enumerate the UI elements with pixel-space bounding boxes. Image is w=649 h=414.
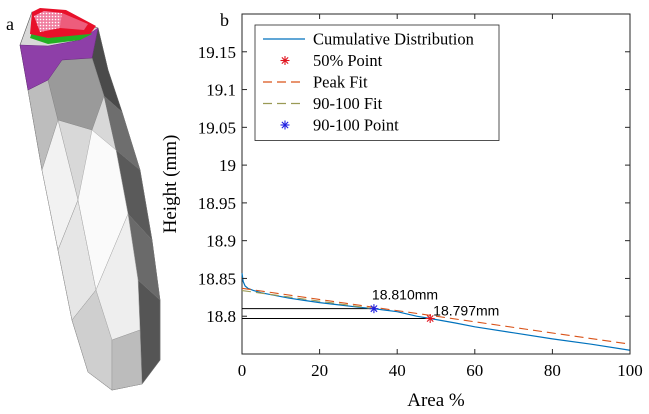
y-tick-label: 18.8 [206, 307, 236, 326]
x-axis: 0 20 40 60 80 100 [238, 14, 643, 380]
x-tick-label: 20 [311, 361, 328, 380]
y-axis-label: Height (mm) [160, 135, 181, 234]
mesh-illustration [19, 8, 161, 391]
y-tick-label: 19 [219, 156, 236, 175]
legend-90-100-fit-label: 90-100 Fit [313, 94, 383, 113]
x-axis-label: Area % [407, 390, 465, 411]
marker-stroke [281, 121, 289, 129]
panel-label-b: b [220, 10, 229, 30]
x-tick-label: 80 [544, 361, 561, 380]
x-tick-label: 40 [389, 361, 406, 380]
marker-stroke [370, 305, 378, 313]
annotation-label: 18.797mm [433, 302, 499, 318]
reference-lines [242, 308, 431, 319]
x-tick-label: 100 [617, 361, 643, 380]
y-tick-label: 18.95 [198, 194, 236, 213]
y-tick-label: 19.05 [198, 118, 236, 137]
x-tick-label: 0 [238, 361, 247, 380]
panel-label-a: a [6, 14, 14, 34]
legend-peak-fit-label: Peak Fit [313, 73, 368, 92]
legend-90-100-point-symbol [280, 120, 290, 130]
legend-50-point-symbol [280, 56, 290, 65]
90-100-fit-line [241, 289, 374, 310]
y-tick-label: 18.85 [198, 269, 236, 288]
series-layer [241, 273, 631, 351]
y-tick-label: 18.9 [206, 232, 236, 251]
50-point-marker [425, 313, 435, 323]
annotation-label: 18.810mm [372, 287, 438, 303]
marker-layer [369, 304, 435, 323]
legend-50-point-label: 50% Point [313, 51, 383, 70]
y-tick-label: 19.15 [198, 43, 236, 62]
peak-fit-line [241, 287, 631, 345]
90-100-point-marker [369, 304, 379, 314]
legend-90-100-point-label: 90-100 Point [313, 116, 399, 135]
y-axis: 18.8 18.85 18.9 18.95 19 19.05 19.1 19.15 [198, 43, 630, 326]
y-tick-label: 19.1 [206, 81, 236, 100]
legend-box [254, 24, 500, 141]
legend-cumulative-distribution-label: Cumulative Distribution [313, 30, 474, 49]
legend: Cumulative Distribution 50% Point Peak Fit… [254, 24, 500, 141]
marker-stroke [281, 56, 289, 65]
x-tick-label: 60 [466, 361, 483, 380]
marker-stroke [426, 314, 434, 323]
